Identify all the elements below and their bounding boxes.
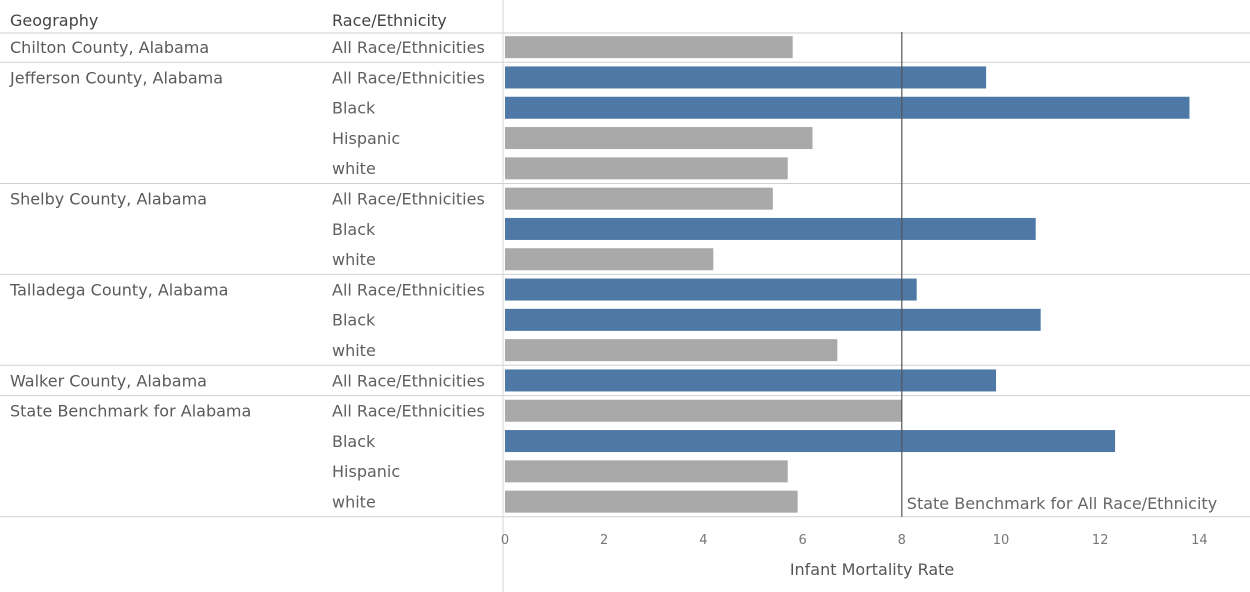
race-header: Race/Ethnicity <box>332 11 447 30</box>
geography-label: State Benchmark for Alabama <box>10 402 251 421</box>
x-tick-label: 0 <box>501 533 509 548</box>
x-tick-label: 12 <box>1092 533 1109 548</box>
bar-3-0 <box>505 278 917 301</box>
geography-label: Chilton County, Alabama <box>10 38 209 57</box>
bar-5-1 <box>505 430 1116 453</box>
race-label: All Race/Ethnicities <box>332 402 485 421</box>
x-tick-label: 2 <box>600 533 608 548</box>
bar-2-2 <box>505 248 714 271</box>
race-label: All Race/Ethnicities <box>332 371 485 390</box>
bar-2-1 <box>505 217 1036 240</box>
race-label: white <box>332 341 376 360</box>
race-label: Black <box>332 432 376 451</box>
bar-5-3 <box>505 490 798 513</box>
x-tick-label: 8 <box>898 533 906 548</box>
x-axis-title: Infant Mortality Rate <box>790 560 954 579</box>
race-label: Hispanic <box>332 129 400 148</box>
geography-label: Shelby County, Alabama <box>10 190 207 209</box>
x-tick-label: 4 <box>699 533 707 548</box>
geography-label: Walker County, Alabama <box>10 371 207 390</box>
bar-1-0 <box>505 66 987 89</box>
benchmark-label: State Benchmark for All Race/Ethnicity <box>907 494 1217 513</box>
race-label: white <box>332 159 376 178</box>
bar-5-2 <box>505 460 788 483</box>
race-label: Black <box>332 99 376 118</box>
race-label: white <box>332 250 376 269</box>
race-label: Hispanic <box>332 462 400 481</box>
x-tick-label: 10 <box>993 533 1010 548</box>
bar-3-2 <box>505 339 838 362</box>
bar-0-0 <box>505 36 793 59</box>
bar-1-3 <box>505 157 788 180</box>
bar-2-0 <box>505 187 773 210</box>
bar-4-0 <box>505 369 997 392</box>
geography-label: Talladega County, Alabama <box>9 280 228 299</box>
race-label: All Race/Ethnicities <box>332 280 485 299</box>
race-label: Black <box>332 311 376 330</box>
bar-1-2 <box>505 127 813 150</box>
race-label: All Race/Ethnicities <box>332 38 485 57</box>
geography-label: Jefferson County, Alabama <box>9 68 223 87</box>
race-label: All Race/Ethnicities <box>332 68 485 87</box>
bar-3-1 <box>505 308 1041 331</box>
geography-header: Geography <box>10 11 98 30</box>
race-label: All Race/Ethnicities <box>332 190 485 209</box>
x-tick-label: 14 <box>1191 533 1208 548</box>
race-label: white <box>332 493 376 512</box>
bar-5-0 <box>505 399 902 422</box>
bar-1-1 <box>505 96 1190 119</box>
race-label: Black <box>332 220 376 239</box>
x-tick-label: 6 <box>798 533 806 548</box>
